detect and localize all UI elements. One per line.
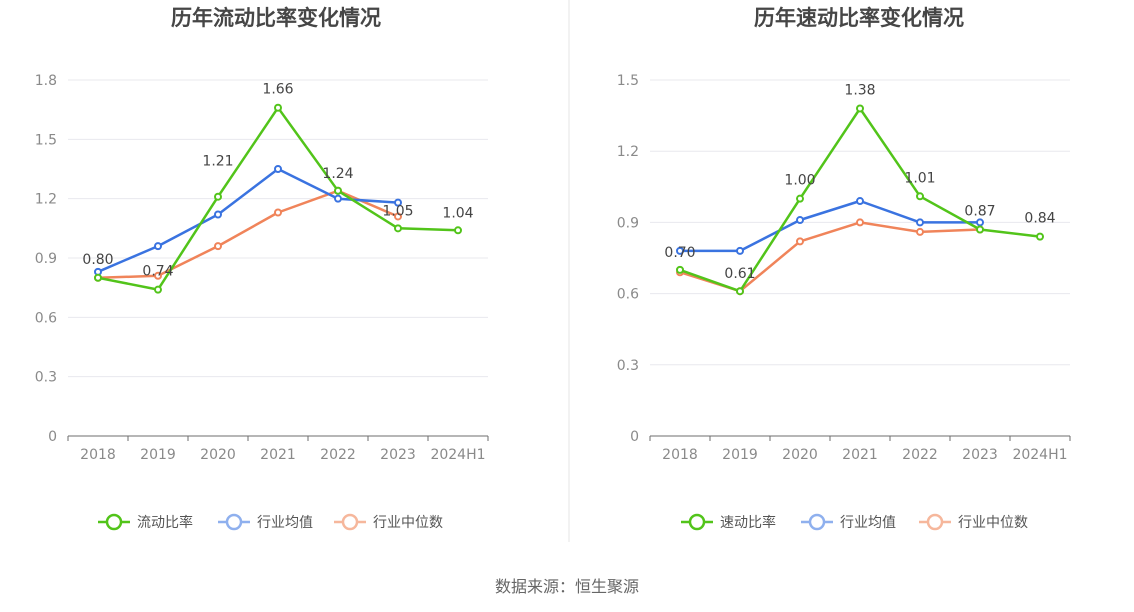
data-point[interactable] xyxy=(334,186,342,195)
data-label: 1.38 xyxy=(844,82,875,98)
data-point[interactable] xyxy=(214,192,222,201)
y-tick-label: 1.2 xyxy=(617,144,639,160)
x-tick-label: 2022 xyxy=(902,447,938,463)
data-label: 0.70 xyxy=(664,245,695,261)
data-point[interactable] xyxy=(274,103,282,112)
data-point[interactable] xyxy=(796,237,804,246)
data-point[interactable] xyxy=(856,197,864,206)
y-tick-label: 1.5 xyxy=(35,132,57,148)
x-tick-label: 2021 xyxy=(260,447,296,463)
chart-title: 历年速动比率变化情况 xyxy=(754,6,964,30)
y-tick-label: 1.8 xyxy=(35,73,57,89)
data-point[interactable] xyxy=(154,285,162,294)
x-tick-label: 2023 xyxy=(380,447,416,463)
legend-marker[interactable] xyxy=(926,513,944,531)
data-point[interactable] xyxy=(856,104,864,113)
x-tick-label: 2018 xyxy=(662,447,698,463)
data-point[interactable] xyxy=(736,287,744,296)
data-point[interactable] xyxy=(916,218,924,227)
chart-title: 历年流动比率变化情况 xyxy=(171,6,381,30)
y-tick-label: 0.6 xyxy=(617,287,639,303)
series-line xyxy=(97,189,399,280)
data-label: 0.84 xyxy=(1024,211,1055,227)
x-tick-label: 2020 xyxy=(782,447,818,463)
data-point[interactable] xyxy=(154,242,162,251)
legend-marker[interactable] xyxy=(341,513,359,531)
data-point[interactable] xyxy=(796,194,804,203)
y-tick-label: 1.2 xyxy=(35,192,57,208)
data-point[interactable] xyxy=(154,271,162,280)
data-label: 1.01 xyxy=(904,170,935,186)
data-label: 0.87 xyxy=(964,204,995,220)
y-tick-label: 0.9 xyxy=(35,251,57,267)
data-source-note: 数据来源：恒生聚源 xyxy=(495,577,639,596)
x-tick-label: 2024H1 xyxy=(1012,447,1067,463)
data-point[interactable] xyxy=(214,242,222,251)
data-point[interactable] xyxy=(394,224,402,233)
data-point[interactable] xyxy=(856,218,864,227)
y-tick-label: 0 xyxy=(48,429,57,445)
data-point[interactable] xyxy=(976,225,984,234)
legend-label[interactable]: 行业中位数 xyxy=(373,515,443,531)
x-tick-label: 2019 xyxy=(140,447,176,463)
data-label: 1.21 xyxy=(202,154,233,170)
legend-label[interactable]: 行业均值 xyxy=(257,515,313,531)
legend-label[interactable]: 行业中位数 xyxy=(958,515,1028,531)
data-point[interactable] xyxy=(214,210,222,219)
data-label: 0.74 xyxy=(142,264,173,280)
legend-marker[interactable] xyxy=(225,513,243,531)
data-point[interactable] xyxy=(94,273,102,282)
data-point[interactable] xyxy=(274,208,282,217)
data-point[interactable] xyxy=(454,226,462,235)
data-label: 1.24 xyxy=(322,166,353,182)
x-tick-label: 2024H1 xyxy=(430,447,485,463)
legend-label[interactable]: 行业均值 xyxy=(840,515,896,531)
data-point[interactable] xyxy=(916,192,924,201)
data-point[interactable] xyxy=(334,194,342,203)
data-point[interactable] xyxy=(394,198,402,207)
data-label: 1.05 xyxy=(382,203,413,219)
y-tick-label: 1.5 xyxy=(617,73,639,89)
quick-ratio-chart: 历年速动比率变化情况 0 0.3 0.6 0.9 1.2 1.5 2018 2019 2020 20… xyxy=(617,6,1071,531)
x-tick-label: 2018 xyxy=(80,447,116,463)
x-tick-label: 2023 xyxy=(962,447,998,463)
data-point[interactable] xyxy=(394,212,402,221)
data-label: 1.04 xyxy=(442,205,473,221)
y-tick-label: 0.3 xyxy=(617,358,639,374)
x-tick-label: 2019 xyxy=(722,447,758,463)
data-label: 0.80 xyxy=(82,252,113,268)
data-point[interactable] xyxy=(274,165,282,173)
legend-marker[interactable] xyxy=(688,513,706,531)
data-point[interactable] xyxy=(796,216,804,225)
data-point[interactable] xyxy=(1036,232,1044,241)
data-point[interactable] xyxy=(736,246,744,255)
legend-label[interactable]: 流动比率 xyxy=(137,514,193,531)
data-label: 1.00 xyxy=(784,173,815,189)
data-point[interactable] xyxy=(976,218,984,227)
series-line xyxy=(97,167,399,273)
x-tick-label: 2022 xyxy=(320,447,356,463)
data-point[interactable] xyxy=(676,246,684,255)
data-point[interactable] xyxy=(676,265,684,274)
legend-marker[interactable] xyxy=(105,513,123,531)
data-label: 0.61 xyxy=(724,266,755,282)
current-ratio-chart: 历年流动比率变化情况 0 0.3 0.6 0.9 1.2 1.5 1.8 2018 2019 202… xyxy=(35,6,489,531)
legend-marker[interactable] xyxy=(808,513,826,531)
y-tick-label: 0.6 xyxy=(35,310,57,326)
x-tick-label: 2020 xyxy=(200,447,236,463)
series-line xyxy=(680,199,980,253)
data-label: 1.66 xyxy=(262,82,293,98)
y-tick-label: 0 xyxy=(630,429,639,445)
y-tick-label: 0.3 xyxy=(35,370,57,386)
legend-label[interactable]: 速动比率 xyxy=(720,514,776,531)
data-point[interactable] xyxy=(916,227,924,236)
y-tick-label: 0.9 xyxy=(617,215,639,231)
x-tick-label: 2021 xyxy=(842,447,878,463)
